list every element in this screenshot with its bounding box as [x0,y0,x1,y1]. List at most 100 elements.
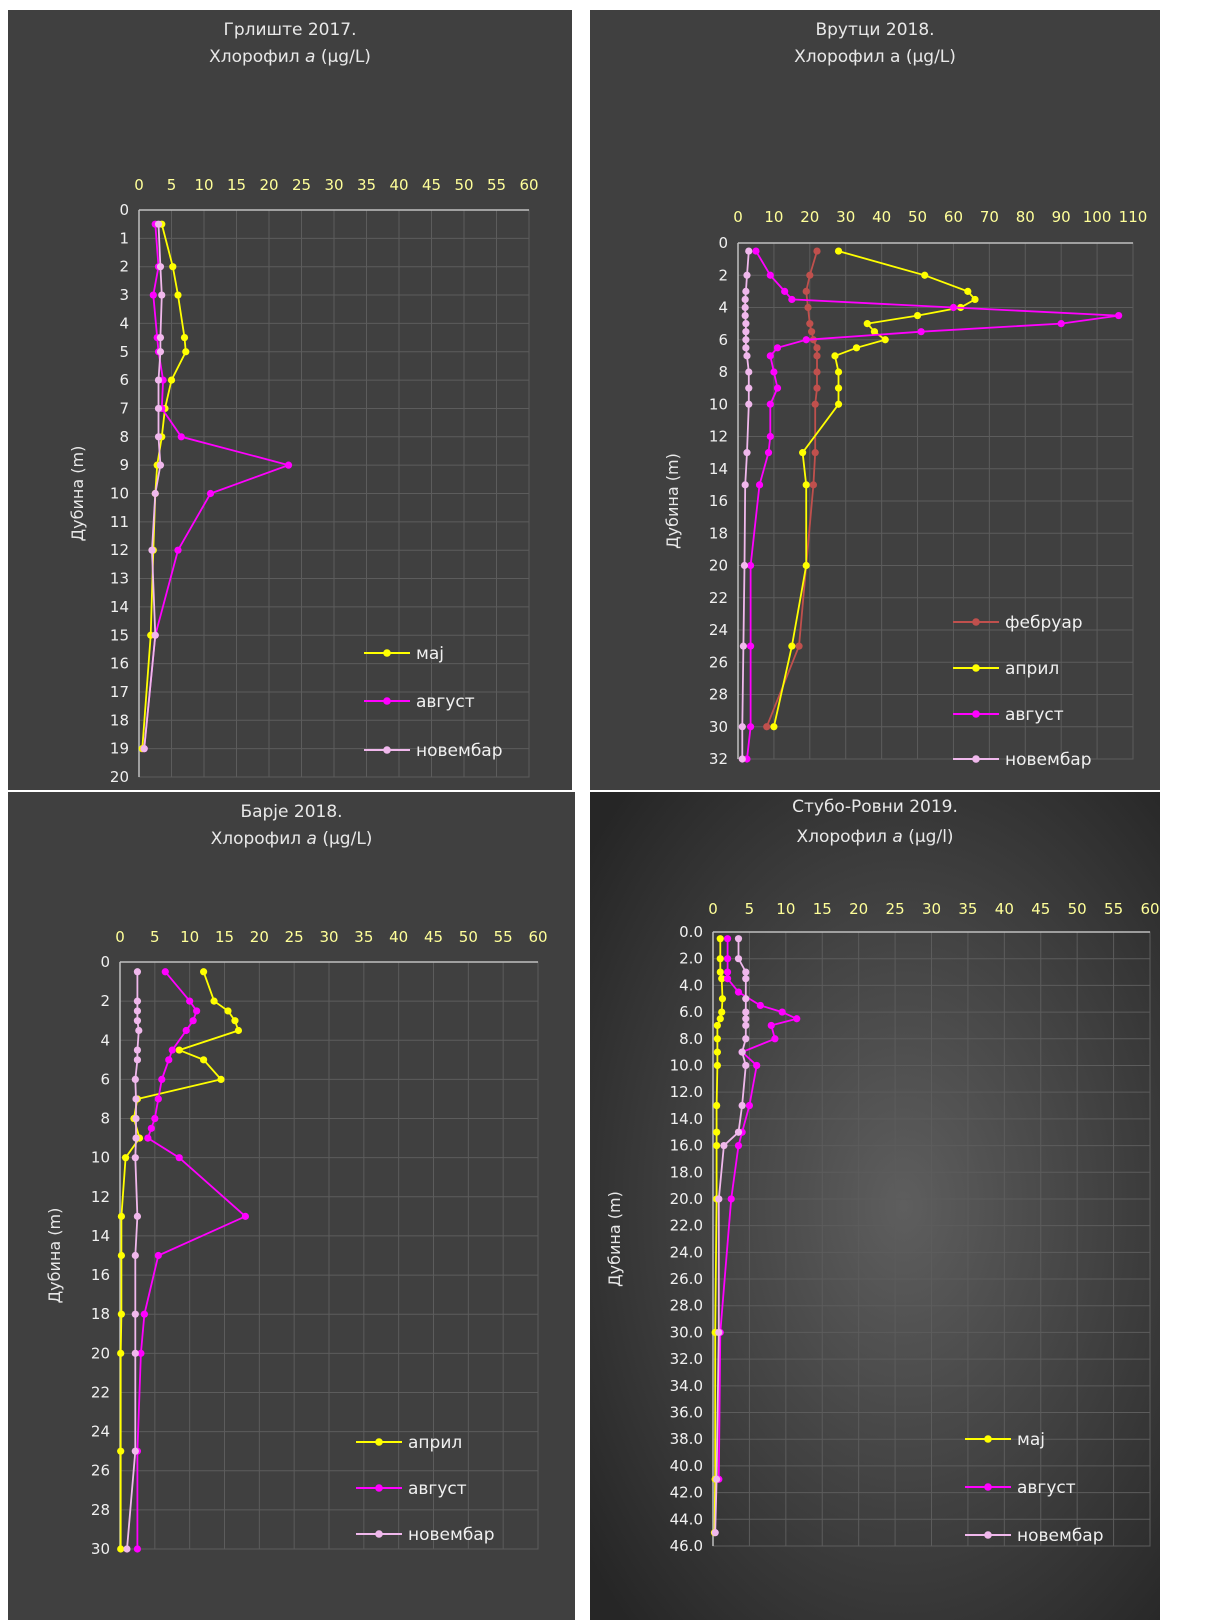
y-tick-label: 12 [110,541,129,559]
data-point [177,433,185,441]
data-point [813,247,821,255]
y-tick-label: 2.0 [679,950,703,968]
data-point [713,1021,721,1030]
y-tick-label: 30 [91,1540,110,1558]
data-point [913,311,922,320]
data-point [117,1251,125,1260]
x-tick-label: 40 [389,928,408,946]
x-tick-label: 15 [215,928,234,946]
data-point [742,1015,750,1023]
data-point [971,295,979,304]
data-point [140,745,148,753]
y-tick-label: 12.0 [670,1083,703,1101]
x-tick-label: 0 [134,176,144,194]
data-point [738,1101,746,1110]
x-tick-label: 50 [454,176,473,194]
data-point [151,1114,159,1123]
chart-title: Грлиште 2017. [223,20,356,40]
data-point [734,1141,743,1150]
data-point [133,1007,142,1015]
data-point [763,723,771,731]
y-tick-label: 8 [100,1110,110,1128]
y-tick-label: 4 [119,314,129,332]
legend-entry: мај [416,644,444,664]
y-tick-label: 22 [709,589,728,607]
data-point [241,1212,249,1220]
legend-entry: новембар [416,741,503,761]
data-point [734,988,743,996]
y-tick-label: 28 [709,686,728,704]
x-tick-label: 50 [908,208,927,226]
data-point [746,723,755,731]
data-point [718,975,726,983]
data-point [806,271,814,279]
data-point [154,404,163,413]
data-point [121,1154,130,1162]
x-tick-label: 15 [227,176,246,194]
y-tick-label: 18.0 [670,1163,703,1181]
y-tick-label: 19 [110,740,129,758]
data-point [123,1545,131,1553]
data-point [745,368,753,376]
data-point [169,263,177,271]
data-point [716,968,724,976]
data-point [834,247,843,255]
data-point [738,1048,746,1056]
data-point [154,1251,162,1260]
data-point [741,481,749,489]
data-point [804,303,812,312]
data-point [766,432,774,441]
data-point [795,642,803,650]
legend-swatch-marker [972,710,980,718]
data-point [713,1035,721,1043]
data-point [713,1048,721,1056]
chart-panel-barje: Барје 2018. Хлорофил a (µg/L) 0 5 10 15 20 25 30… [8,792,575,1620]
data-point [713,1475,721,1483]
chart-subtitle: Хлорофил a (µg/L) [209,47,371,67]
data-point [175,1046,183,1054]
y-tick-label: 20 [709,557,728,575]
subtitle-text: Хлорофил [211,829,302,849]
chart-background [8,10,572,790]
data-point [743,271,751,279]
y-tick-label: 6 [100,1070,110,1088]
data-point [117,1349,125,1357]
y-tick-label: 42.0 [670,1484,703,1502]
y-tick-label: 8.0 [679,1030,703,1048]
y-tick-label: 10.0 [670,1056,703,1074]
legend-swatch-marker [383,746,391,754]
data-point [117,1447,125,1455]
data-point [133,997,142,1005]
data-point [716,935,724,943]
data-point [806,320,814,328]
chart-subtitle: Хлорофил а (µg/L) [794,47,956,67]
data-point [863,320,871,328]
legend-entry: август [408,1479,467,1499]
data-point [745,1101,754,1110]
data-point [174,291,182,299]
data-point [964,287,972,295]
data-point [156,461,165,469]
legend-swatch-marker [375,1530,383,1538]
data-point [117,1545,125,1553]
x-tick-label: 15 [813,900,832,918]
y-tick-label: 26 [709,653,728,671]
y-tick-label: 16 [91,1266,110,1284]
subtitle-unit: (µg/L) [315,47,370,67]
x-tick-label: 20 [259,176,278,194]
data-point [742,1008,750,1016]
y-tick-label: 2 [119,258,129,276]
data-point [131,1075,139,1083]
x-tick-label: 35 [354,928,373,946]
data-point [167,376,176,384]
data-point [781,287,789,295]
x-tick-label: 110 [1119,208,1148,226]
data-point [778,1008,786,1016]
chart-svg: Стубо-Ровни 2019. Хлорофил a (µg/l) 0 5 10 15… [590,792,1160,1620]
data-point [811,449,819,457]
data-point [132,1114,140,1123]
legend-swatch-marker [383,697,391,705]
data-point [770,368,778,376]
data-point [734,1128,743,1136]
y-tick-label: 20 [110,768,129,786]
